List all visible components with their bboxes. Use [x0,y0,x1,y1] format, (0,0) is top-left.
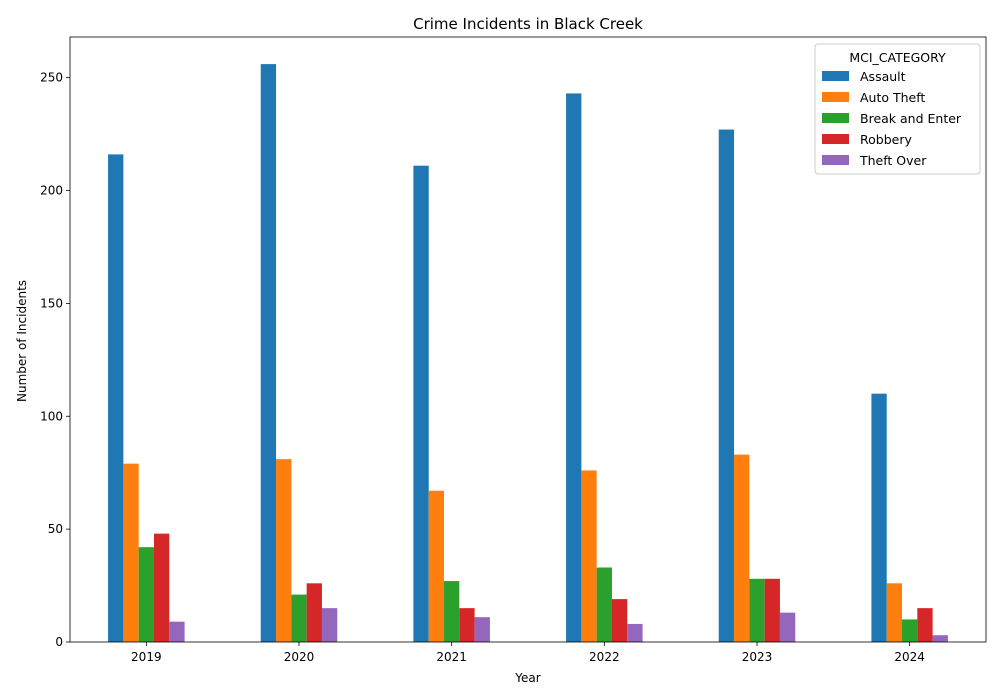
bar-break-and-enter-2020 [291,594,307,642]
bar-auto-theft-2024 [886,583,903,642]
bar-break-and-enter-2021 [444,581,460,642]
y-tick-label: 250 [40,71,63,85]
bar-auto-theft-2022 [581,470,597,642]
y-tick-label: 0 [55,635,63,649]
legend-entry: Break and Enter [860,111,962,126]
legend-box [814,43,981,175]
legend-swatch [822,113,849,123]
bar-robbery-2020 [306,583,322,642]
x-tick-label: 2024 [894,650,925,664]
bar-theft-over-2020 [321,608,338,642]
axes-group: 2019 2020 2021 2022 2023 2024 0 50 100 150 200 250 [40,36,987,664]
bar-auto-theft-2020 [276,459,292,642]
bar-auto-theft-2021 [428,490,445,642]
y-axis-label: Number of Incidents [15,280,29,402]
legend-entry: Auto Theft [860,90,925,105]
bar-auto-theft-2023 [734,454,750,642]
legend-swatch [822,71,849,81]
bar-assault-2023 [718,129,735,642]
bar-theft-over-2021 [474,617,490,642]
legend-entry: Robbery [860,132,912,147]
x-tick-label: 2023 [742,650,773,664]
bar-robbery-2023 [764,578,780,642]
bar-robbery-2019 [153,533,170,642]
bar-assault-2020 [260,64,277,643]
x-tick-label: 2021 [436,650,467,664]
bar-robbery-2022 [611,599,628,642]
legend-swatch [822,155,849,165]
chart-title: Crime Incidents in Black Creek [413,15,643,33]
bar-break-and-enter-2019 [138,547,154,642]
y-tick-label: 100 [40,409,63,423]
legend-entry: Theft Over [859,153,927,168]
bar-theft-over-2024 [932,635,948,642]
x-tick-label: 2022 [589,650,620,664]
bar-break-and-enter-2023 [749,578,765,642]
bar-theft-over-2019 [169,621,185,642]
bar-break-and-enter-2022 [596,567,612,642]
plot-frame [69,36,987,643]
bar-assault-2019 [108,154,124,642]
y-tick-label: 200 [40,184,63,198]
bar-break-and-enter-2024 [902,619,918,642]
y-tick-label: 50 [48,522,63,536]
bar-assault-2024 [871,393,887,642]
bar-robbery-2021 [459,608,475,642]
legend: MCI_CATEGORY Assault Auto Theft Break and E… [814,43,981,175]
x-tick-label: 2019 [131,650,162,664]
bar-robbery-2024 [917,608,933,642]
legend-title: MCI_CATEGORY [849,50,946,65]
legend-swatch [822,134,849,144]
bar-assault-2021 [413,165,429,642]
bar-theft-over-2023 [779,612,796,642]
bar-theft-over-2022 [627,623,643,642]
x-tick-label: 2020 [284,650,315,664]
bar-assault-2022 [566,93,582,642]
legend-swatch [822,92,849,102]
x-axis-label: Year [514,671,540,685]
bars-group [108,64,948,643]
y-tick-label: 150 [40,296,63,310]
legend-entry: Assault [860,69,906,84]
bar-auto-theft-2019 [123,463,139,642]
